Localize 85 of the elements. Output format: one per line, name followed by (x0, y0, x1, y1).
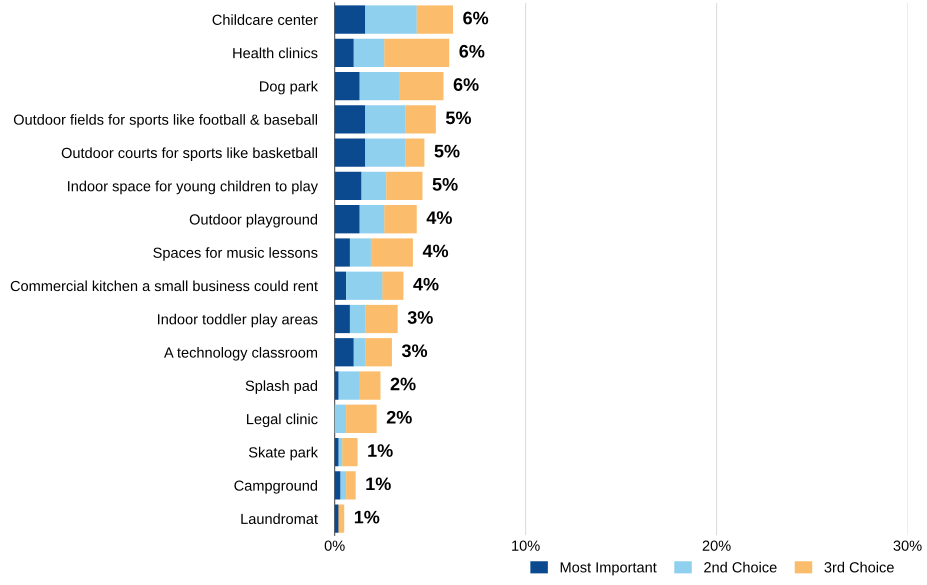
bar (338, 504, 344, 533)
y-tick-label: Indoor space for young children to play (68, 180, 318, 194)
bar (350, 238, 371, 267)
bar (334, 504, 338, 533)
y-tick-label: Splash pad (246, 380, 318, 394)
y-tick-label: Outdoor playground (190, 214, 318, 228)
bar (334, 438, 338, 466)
total-label: 4% (413, 278, 439, 291)
bar (334, 404, 346, 433)
bar (370, 238, 413, 267)
y-tick-label: Spaces for music lessons (153, 247, 318, 261)
total-label: 5% (432, 178, 458, 191)
bar (334, 238, 350, 267)
bar (334, 172, 362, 200)
bar (365, 5, 417, 34)
bar (334, 205, 360, 234)
x-tick-label: 10% (512, 540, 540, 551)
bar (386, 172, 422, 200)
y-tick-label: Legal clinic (247, 414, 318, 428)
bar (400, 72, 444, 100)
bar (334, 272, 346, 300)
bar (334, 38, 354, 67)
bar (359, 371, 380, 400)
y-tick-label: Campground (234, 480, 318, 494)
bar (359, 205, 384, 234)
bar (350, 304, 366, 334)
total-label: 3% (408, 311, 433, 324)
y-tick-label: Skate park (248, 446, 318, 460)
bar (334, 371, 338, 400)
y-tick-label: Outdoor fields for sports like football & baseball (14, 114, 318, 128)
bar (382, 272, 404, 300)
bar (365, 338, 392, 366)
bar (354, 38, 384, 67)
bar (334, 338, 354, 366)
y-tick-label: Health clinics (233, 48, 318, 58)
bar (384, 205, 417, 234)
total-label: 6% (463, 12, 488, 24)
y-tick-label: Commercial kitchen a small business could rent (10, 280, 318, 292)
x-tick-label: 0% (324, 540, 345, 551)
bar (354, 338, 366, 366)
total-label: 1% (368, 444, 393, 457)
legend-label: Most Important (560, 562, 657, 576)
bar (334, 105, 366, 134)
y-tick-label: Outdoor courts for sports like basketball (62, 147, 318, 161)
bar (334, 5, 366, 34)
bar (340, 471, 346, 500)
total-label: 4% (426, 211, 452, 224)
bar (359, 72, 400, 100)
total-label: 5% (446, 111, 472, 124)
bar (346, 404, 377, 433)
bar (338, 438, 342, 466)
bar (405, 105, 436, 134)
bar (384, 38, 450, 67)
total-label: 4% (422, 244, 448, 258)
bar (334, 471, 340, 500)
y-tick-label: Indoor toddler play areas (158, 314, 318, 328)
bar (342, 438, 358, 466)
y-tick-label: Dog park (260, 80, 318, 94)
bar (338, 371, 360, 400)
bar (361, 172, 386, 200)
bar (405, 138, 424, 167)
total-label: 3% (402, 344, 428, 358)
bar (346, 471, 356, 500)
total-label: 1% (354, 510, 380, 524)
legend-label: 3rd Choice (824, 562, 894, 573)
total-label: 1% (366, 477, 391, 490)
total-label: 2% (386, 410, 412, 424)
total-label: 2% (390, 378, 416, 390)
bar (334, 138, 366, 167)
bar (334, 304, 350, 334)
total-label: 5% (434, 144, 460, 158)
bar (334, 72, 360, 100)
y-tick-label: Childcare center (212, 14, 318, 25)
x-tick-label: 20% (702, 540, 731, 551)
bar (365, 304, 398, 334)
bar (346, 272, 382, 300)
x-tick-label: 30% (893, 540, 922, 551)
bar (365, 138, 406, 167)
legend-label: 2nd Choice (704, 562, 777, 573)
bar (416, 5, 454, 34)
bar (365, 105, 406, 134)
total-label: 6% (459, 44, 484, 58)
total-label: 6% (454, 78, 479, 91)
y-tick-label: Laundromat (241, 513, 318, 524)
y-tick-label: A technology classroom (164, 346, 318, 361)
